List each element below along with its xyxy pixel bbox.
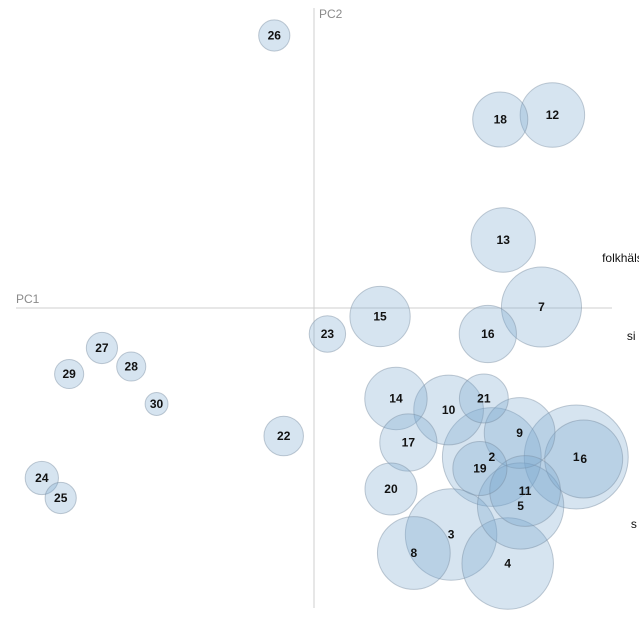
bubble-21[interactable] [458, 373, 509, 424]
bubble-19[interactable] [452, 440, 508, 497]
bubble-label-27: 27 [95, 341, 109, 355]
bubble-30[interactable] [144, 392, 169, 416]
bubble-label-7: 7 [538, 300, 545, 314]
bubble-17[interactable] [379, 413, 438, 472]
bubble-label-20: 20 [384, 482, 398, 496]
bubble-label-9: 9 [516, 426, 523, 440]
bubble-25[interactable] [44, 481, 77, 515]
bubble-label-11: 11 [519, 484, 532, 498]
bubble-label-26: 26 [268, 29, 282, 43]
side-label-1: si [627, 329, 636, 343]
bubble-20[interactable] [364, 462, 418, 516]
bubble-3[interactable] [404, 488, 498, 581]
bubble-13[interactable] [470, 207, 536, 273]
bubble-label-10: 10 [442, 403, 456, 417]
bubble-label-22: 22 [277, 429, 291, 443]
bubble-24[interactable] [24, 460, 59, 496]
bubble-27[interactable] [85, 331, 119, 365]
bubble-11[interactable] [489, 455, 561, 527]
bubble-26[interactable] [258, 19, 291, 52]
bubble-label-21: 21 [477, 392, 491, 406]
bubble-label-16: 16 [481, 327, 495, 341]
bubble-label-1: 1 [573, 450, 580, 464]
bubble-label-25: 25 [54, 491, 68, 505]
bubble-8[interactable] [376, 516, 451, 590]
bubble-label-18: 18 [494, 113, 508, 127]
bubble-7[interactable] [500, 266, 583, 348]
bubble-label-19: 19 [473, 462, 487, 476]
bubble-label-14: 14 [389, 392, 403, 406]
bubble-9[interactable] [483, 397, 556, 469]
bubble-label-8: 8 [410, 546, 417, 560]
bubble-18[interactable] [472, 91, 529, 148]
bubble-label-12: 12 [546, 108, 560, 122]
bubble-label-23: 23 [321, 327, 335, 341]
bubble-15[interactable] [349, 285, 411, 348]
bubble-label-5: 5 [517, 499, 524, 513]
side-label-2: s [631, 517, 637, 531]
pc1-axis-label: PC1 [16, 292, 40, 306]
bubbles-layer: 1234576891110121314151617181920212223242… [24, 19, 629, 610]
bubble-label-13: 13 [497, 233, 511, 247]
pc2-axis-label: PC2 [319, 7, 343, 21]
axes: PC1 PC2 [16, 7, 612, 608]
bubble-1[interactable] [523, 404, 629, 510]
bubble-label-29: 29 [62, 367, 76, 381]
bubble-6[interactable] [544, 419, 624, 499]
side-label-0: folkhäls [602, 251, 639, 265]
bubble-22[interactable] [263, 415, 304, 457]
bubble-label-24: 24 [35, 471, 49, 485]
side-labels-layer: folkhäls si s [602, 251, 639, 531]
bubble-5[interactable] [476, 462, 565, 550]
bubble-label-28: 28 [125, 360, 139, 374]
bubble-label-4: 4 [504, 557, 511, 571]
bubble-label-2: 2 [488, 450, 495, 464]
bubble-4[interactable] [461, 517, 554, 610]
bubble-14[interactable] [364, 366, 428, 431]
bubble-label-6: 6 [580, 452, 587, 466]
bubble-label-3: 3 [448, 528, 455, 542]
bubble-12[interactable] [519, 82, 586, 148]
bubble-23[interactable] [308, 315, 347, 353]
bubble-29[interactable] [54, 358, 85, 390]
bubble-28[interactable] [116, 351, 147, 382]
bubble-10[interactable] [413, 374, 484, 446]
bubble-label-15: 15 [373, 310, 387, 324]
bubble-label-30: 30 [150, 397, 164, 411]
bubble-16[interactable] [458, 304, 517, 364]
bubble-label-17: 17 [402, 436, 416, 450]
bubble-2[interactable] [441, 407, 542, 507]
